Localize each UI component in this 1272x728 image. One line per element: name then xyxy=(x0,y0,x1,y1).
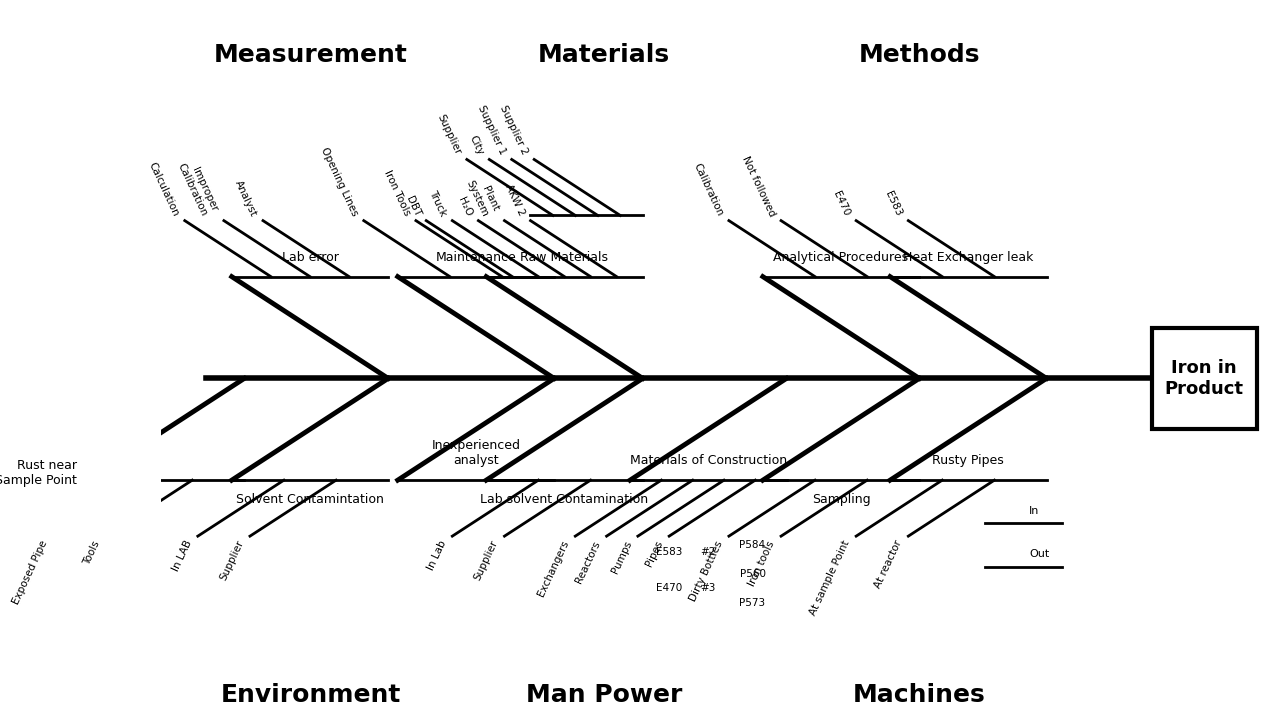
Text: In Lab: In Lab xyxy=(425,539,448,572)
Text: Raw Materials: Raw Materials xyxy=(520,250,608,264)
Text: #3: #3 xyxy=(701,583,716,593)
Text: At sample Point: At sample Point xyxy=(808,539,852,617)
Text: E583: E583 xyxy=(656,547,683,557)
Text: Truck: Truck xyxy=(427,189,448,218)
Text: Materials: Materials xyxy=(538,42,670,66)
Text: Tools: Tools xyxy=(81,539,102,566)
Text: Supplier 1: Supplier 1 xyxy=(476,104,508,157)
Text: Iron Tools: Iron Tools xyxy=(382,169,412,218)
Text: Pipes: Pipes xyxy=(644,539,665,568)
Text: Not followed: Not followed xyxy=(740,154,777,218)
Text: P560: P560 xyxy=(739,569,766,579)
Text: Inexperienced
analyst: Inexperienced analyst xyxy=(431,439,520,467)
Text: Exposed Pipe: Exposed Pipe xyxy=(11,539,50,606)
Text: E583: E583 xyxy=(884,189,904,218)
Text: Dirty Bottles: Dirty Bottles xyxy=(688,539,725,603)
Text: Plant
System: Plant System xyxy=(464,173,500,218)
Text: Calibration: Calibration xyxy=(691,162,725,218)
Text: H₂O: H₂O xyxy=(457,195,474,218)
Text: Supplier: Supplier xyxy=(473,539,500,582)
Text: City: City xyxy=(467,134,485,157)
Text: Supplier 2: Supplier 2 xyxy=(499,104,529,157)
Text: Materials of Construction: Materials of Construction xyxy=(630,454,787,467)
Text: Analytical Procedures: Analytical Procedures xyxy=(773,250,908,264)
Text: Sampling: Sampling xyxy=(812,493,870,506)
Text: AKW 2: AKW 2 xyxy=(502,183,527,218)
Text: Lab error: Lab error xyxy=(281,250,338,264)
Text: Opening Lines: Opening Lines xyxy=(319,146,360,218)
Text: Analyst: Analyst xyxy=(233,178,258,218)
Text: Man Power: Man Power xyxy=(525,683,682,707)
Text: P584: P584 xyxy=(739,540,766,550)
Text: P573: P573 xyxy=(739,598,766,607)
Text: E470: E470 xyxy=(656,583,683,593)
Text: In: In xyxy=(1029,506,1039,516)
Text: Measurement: Measurement xyxy=(214,42,408,66)
Text: Heat Exchanger leak: Heat Exchanger leak xyxy=(903,250,1033,264)
Text: Methods: Methods xyxy=(859,42,979,66)
Text: Supplier: Supplier xyxy=(219,539,245,582)
Text: Solvent Contamintation: Solvent Contamintation xyxy=(237,493,384,506)
Text: DBT: DBT xyxy=(403,194,422,218)
Text: Machines: Machines xyxy=(854,683,986,707)
Text: Calculation: Calculation xyxy=(146,160,181,218)
Text: At reactor: At reactor xyxy=(873,539,904,590)
Text: Improper
Calibration: Improper Calibration xyxy=(176,157,220,218)
Text: Iron in
Product: Iron in Product xyxy=(1165,359,1244,397)
Text: Environment: Environment xyxy=(220,683,401,707)
Text: Rusty Pipes: Rusty Pipes xyxy=(932,454,1004,467)
Text: Exchangers: Exchangers xyxy=(536,539,571,598)
FancyBboxPatch shape xyxy=(1151,328,1257,429)
Text: Iron tools: Iron tools xyxy=(747,539,777,587)
Text: E470: E470 xyxy=(832,190,852,218)
Text: Rust near
Sample Point: Rust near Sample Point xyxy=(0,459,76,487)
Text: Lab solvent Contamination: Lab solvent Contamination xyxy=(481,493,649,506)
Text: #2: #2 xyxy=(701,547,716,557)
Text: Reactors: Reactors xyxy=(574,539,602,585)
Text: Supplier: Supplier xyxy=(435,113,463,157)
Text: Maintenance: Maintenance xyxy=(435,250,516,264)
Text: Out: Out xyxy=(1029,550,1049,559)
Text: Pumps: Pumps xyxy=(609,539,633,575)
Text: In LAB: In LAB xyxy=(170,539,193,573)
